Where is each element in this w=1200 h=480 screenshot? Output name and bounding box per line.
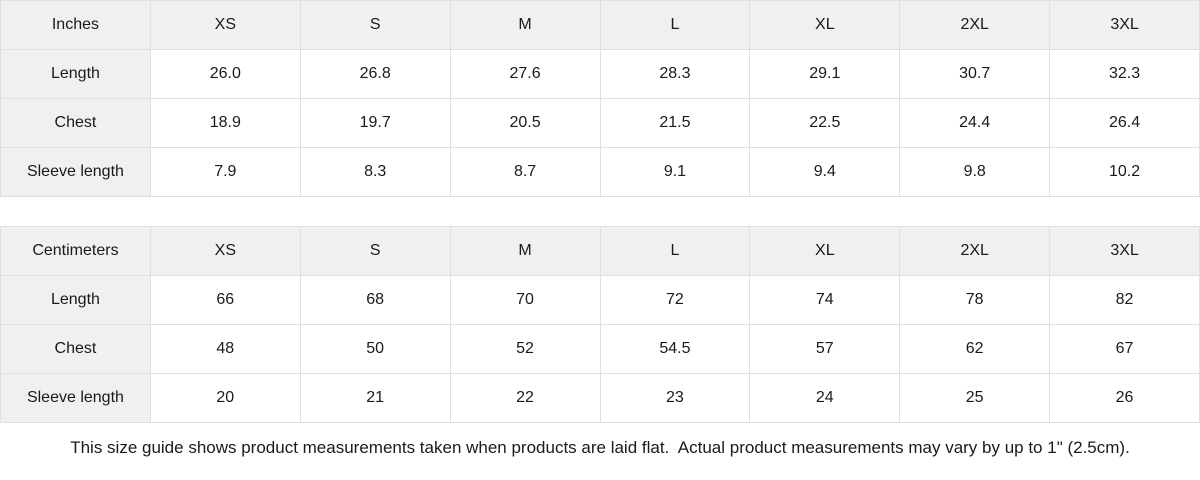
measurement-cell: 24.4	[899, 98, 1051, 148]
measurement-cell: 48	[149, 324, 301, 374]
measurement-cell: 10.2	[1049, 147, 1200, 197]
table-row: Length 26.0 26.8 27.6 28.3 29.1 30.7 32.3	[0, 49, 1200, 99]
table-row: Length 66 68 70 72 74 78 82	[0, 275, 1200, 325]
row-label: Sleeve length	[0, 147, 151, 197]
table-row: Sleeve length 7.9 8.3 8.7 9.1 9.4 9.8 10.2	[0, 147, 1200, 197]
column-header-size: S	[299, 226, 451, 276]
measurement-cell: 28.3	[599, 49, 751, 99]
unit-header: Inches	[0, 0, 151, 50]
size-table-centimeters: Centimeters XS S M L XL 2XL 3XL Length 66 68 70 72 74…	[0, 226, 1200, 423]
column-header-size: XL	[749, 226, 901, 276]
measurement-cell: 67	[1049, 324, 1200, 374]
table-row: Chest 48 50 52 54.5 57 62 67	[0, 324, 1200, 374]
measurement-cell: 78	[899, 275, 1051, 325]
measurement-cell: 26.4	[1049, 98, 1200, 148]
measurement-cell: 22	[449, 373, 601, 423]
measurement-cell: 20	[149, 373, 301, 423]
measurement-cell: 9.8	[899, 147, 1051, 197]
measurement-cell: 9.1	[599, 147, 751, 197]
measurement-cell: 32.3	[1049, 49, 1200, 99]
column-header-size: 3XL	[1049, 226, 1200, 276]
column-header-size: M	[449, 0, 601, 50]
header-row: Inches XS S M L XL 2XL 3XL	[0, 0, 1200, 50]
measurement-cell: 70	[449, 275, 601, 325]
measurement-cell: 50	[299, 324, 451, 374]
measurement-cell: 24	[749, 373, 901, 423]
footer-note: This size guide shows product measuremen…	[0, 423, 1200, 473]
measurement-cell: 74	[749, 275, 901, 325]
measurement-cell: 18.9	[149, 98, 301, 148]
column-header-size: S	[299, 0, 451, 50]
table-row: Sleeve length 20 21 22 23 24 25 26	[0, 373, 1200, 423]
unit-header: Centimeters	[0, 226, 151, 276]
measurement-cell: 57	[749, 324, 901, 374]
column-header-size: 3XL	[1049, 0, 1200, 50]
measurement-cell: 19.7	[299, 98, 451, 148]
header-row: Centimeters XS S M L XL 2XL 3XL	[0, 226, 1200, 276]
measurement-cell: 29.1	[749, 49, 901, 99]
column-header-size: 2XL	[899, 0, 1051, 50]
measurement-cell: 82	[1049, 275, 1200, 325]
measurement-cell: 52	[449, 324, 601, 374]
measurement-cell: 20.5	[449, 98, 601, 148]
row-label: Sleeve length	[0, 373, 151, 423]
measurement-cell: 22.5	[749, 98, 901, 148]
measurement-cell: 26.0	[149, 49, 301, 99]
measurement-cell: 27.6	[449, 49, 601, 99]
column-header-size: M	[449, 226, 601, 276]
measurement-cell: 25	[899, 373, 1051, 423]
column-header-size: XS	[149, 0, 301, 50]
measurement-cell: 30.7	[899, 49, 1051, 99]
column-header-size: L	[599, 226, 751, 276]
measurement-cell: 9.4	[749, 147, 901, 197]
table-gap	[0, 197, 1200, 226]
table-row: Chest 18.9 19.7 20.5 21.5 22.5 24.4 26.4	[0, 98, 1200, 148]
row-label: Length	[0, 49, 151, 99]
measurement-cell: 26.8	[299, 49, 451, 99]
row-label: Chest	[0, 98, 151, 148]
measurement-cell: 21	[299, 373, 451, 423]
row-label: Length	[0, 275, 151, 325]
measurement-cell: 21.5	[599, 98, 751, 148]
size-table-inches: Inches XS S M L XL 2XL 3XL Length 26.0 26.8 27.6 28.…	[0, 0, 1200, 197]
measurement-cell: 26	[1049, 373, 1200, 423]
measurement-cell: 8.3	[299, 147, 451, 197]
measurement-cell: 23	[599, 373, 751, 423]
measurement-cell: 66	[149, 275, 301, 325]
column-header-size: L	[599, 0, 751, 50]
measurement-cell: 54.5	[599, 324, 751, 374]
measurement-cell: 8.7	[449, 147, 601, 197]
measurement-cell: 72	[599, 275, 751, 325]
column-header-size: XL	[749, 0, 901, 50]
measurement-cell: 62	[899, 324, 1051, 374]
measurement-cell: 68	[299, 275, 451, 325]
measurement-cell: 7.9	[149, 147, 301, 197]
column-header-size: XS	[149, 226, 301, 276]
row-label: Chest	[0, 324, 151, 374]
column-header-size: 2XL	[899, 226, 1051, 276]
